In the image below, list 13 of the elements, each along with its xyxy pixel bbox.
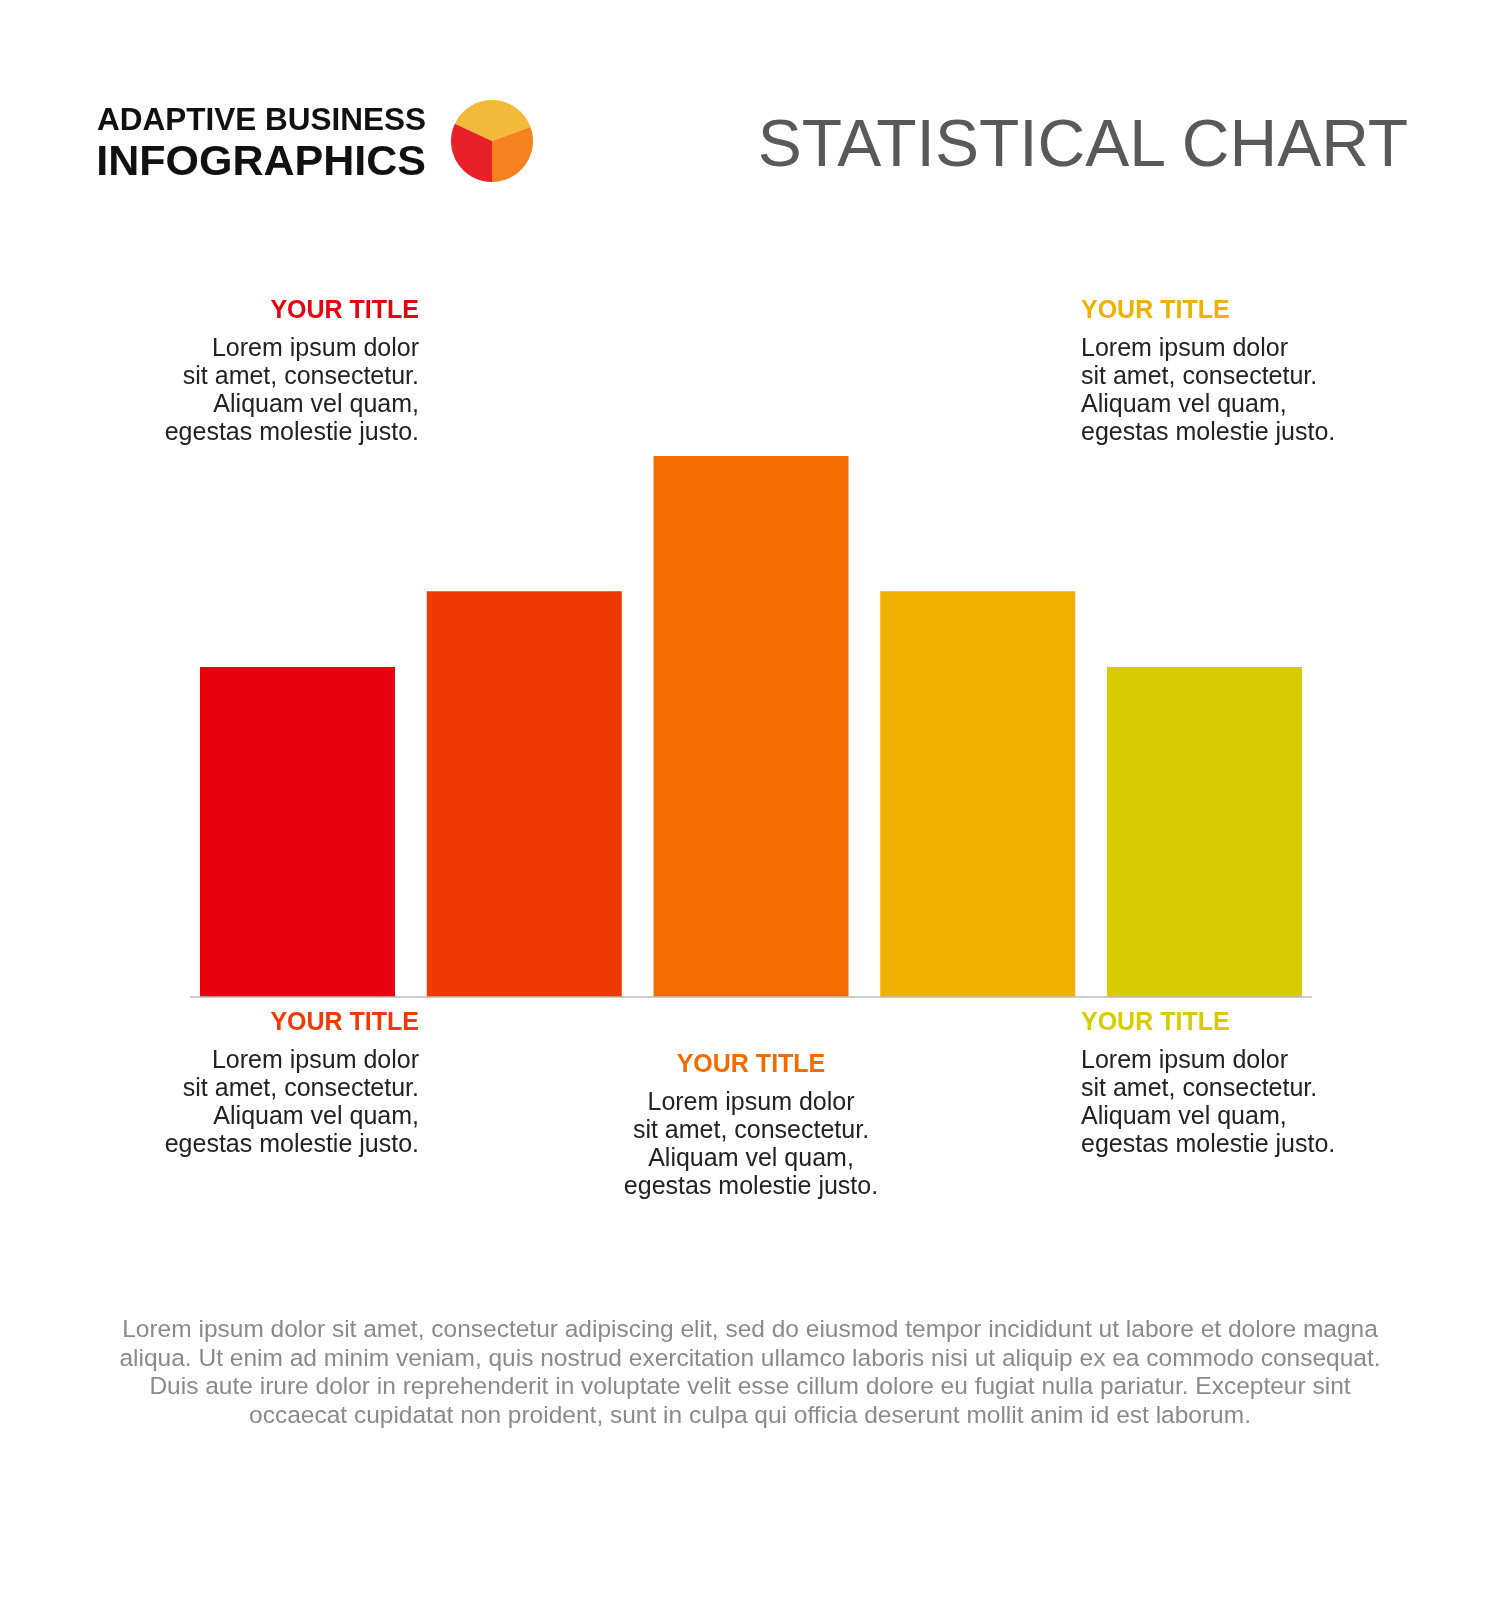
text: Lorem ipsum dolor sit amet, consectetur adipiscing elit, sed do eiusmod tempor incididunt ut labore et dolore magna aliqua. Ut enim ad minim veniam, quis nostrud exercitation ullamco laboris nisi ut aliquip ex ea commodo consequat. Duis aute irure dolor in reprehenderit in voluptate velit esse cillum dolore eu fugiat nulla pariatur. Excepteur sint occaecat cupidatat non proident, sunt in culpa qui officia deserunt mollit anim id est laborum. — [119, 1315, 1381, 1428]
text: YOUR TITLE — [1081, 1007, 1230, 1035]
chart-title: STATISTICAL CHART — [757, 106, 1408, 180]
text: YOUR TITLE — [676, 1049, 826, 1077]
text: YOUR TITLE — [270, 1007, 419, 1035]
text: Lorem ipsum dolor sit amet, consectetur. Aliquam vel quam, egestas molestie justo. — [623, 1087, 879, 1199]
chart-subtitle: ADAPTIVE BUSINESS INFOGRAPHICS — [96, 101, 426, 184]
text: Lorem ipsum dolor sit amet, consectetur. Aliquam vel quam, egestas molestie justo. — [1081, 333, 1336, 445]
text: YOUR TITLE — [1081, 295, 1230, 323]
text: Lorem ipsum dolor sit amet, consectetur. Aliquam vel quam, egestas molestie justo. — [1081, 1045, 1336, 1157]
text: Lorem ipsum dolor sit amet, consectetur. Aliquam vel quam, egestas molestie justo. — [164, 333, 419, 445]
text: YOUR TITLE — [270, 295, 419, 323]
text: Lorem ipsum dolor sit amet, consectetur. Aliquam vel quam, egestas molestie justo. — [164, 1045, 419, 1157]
